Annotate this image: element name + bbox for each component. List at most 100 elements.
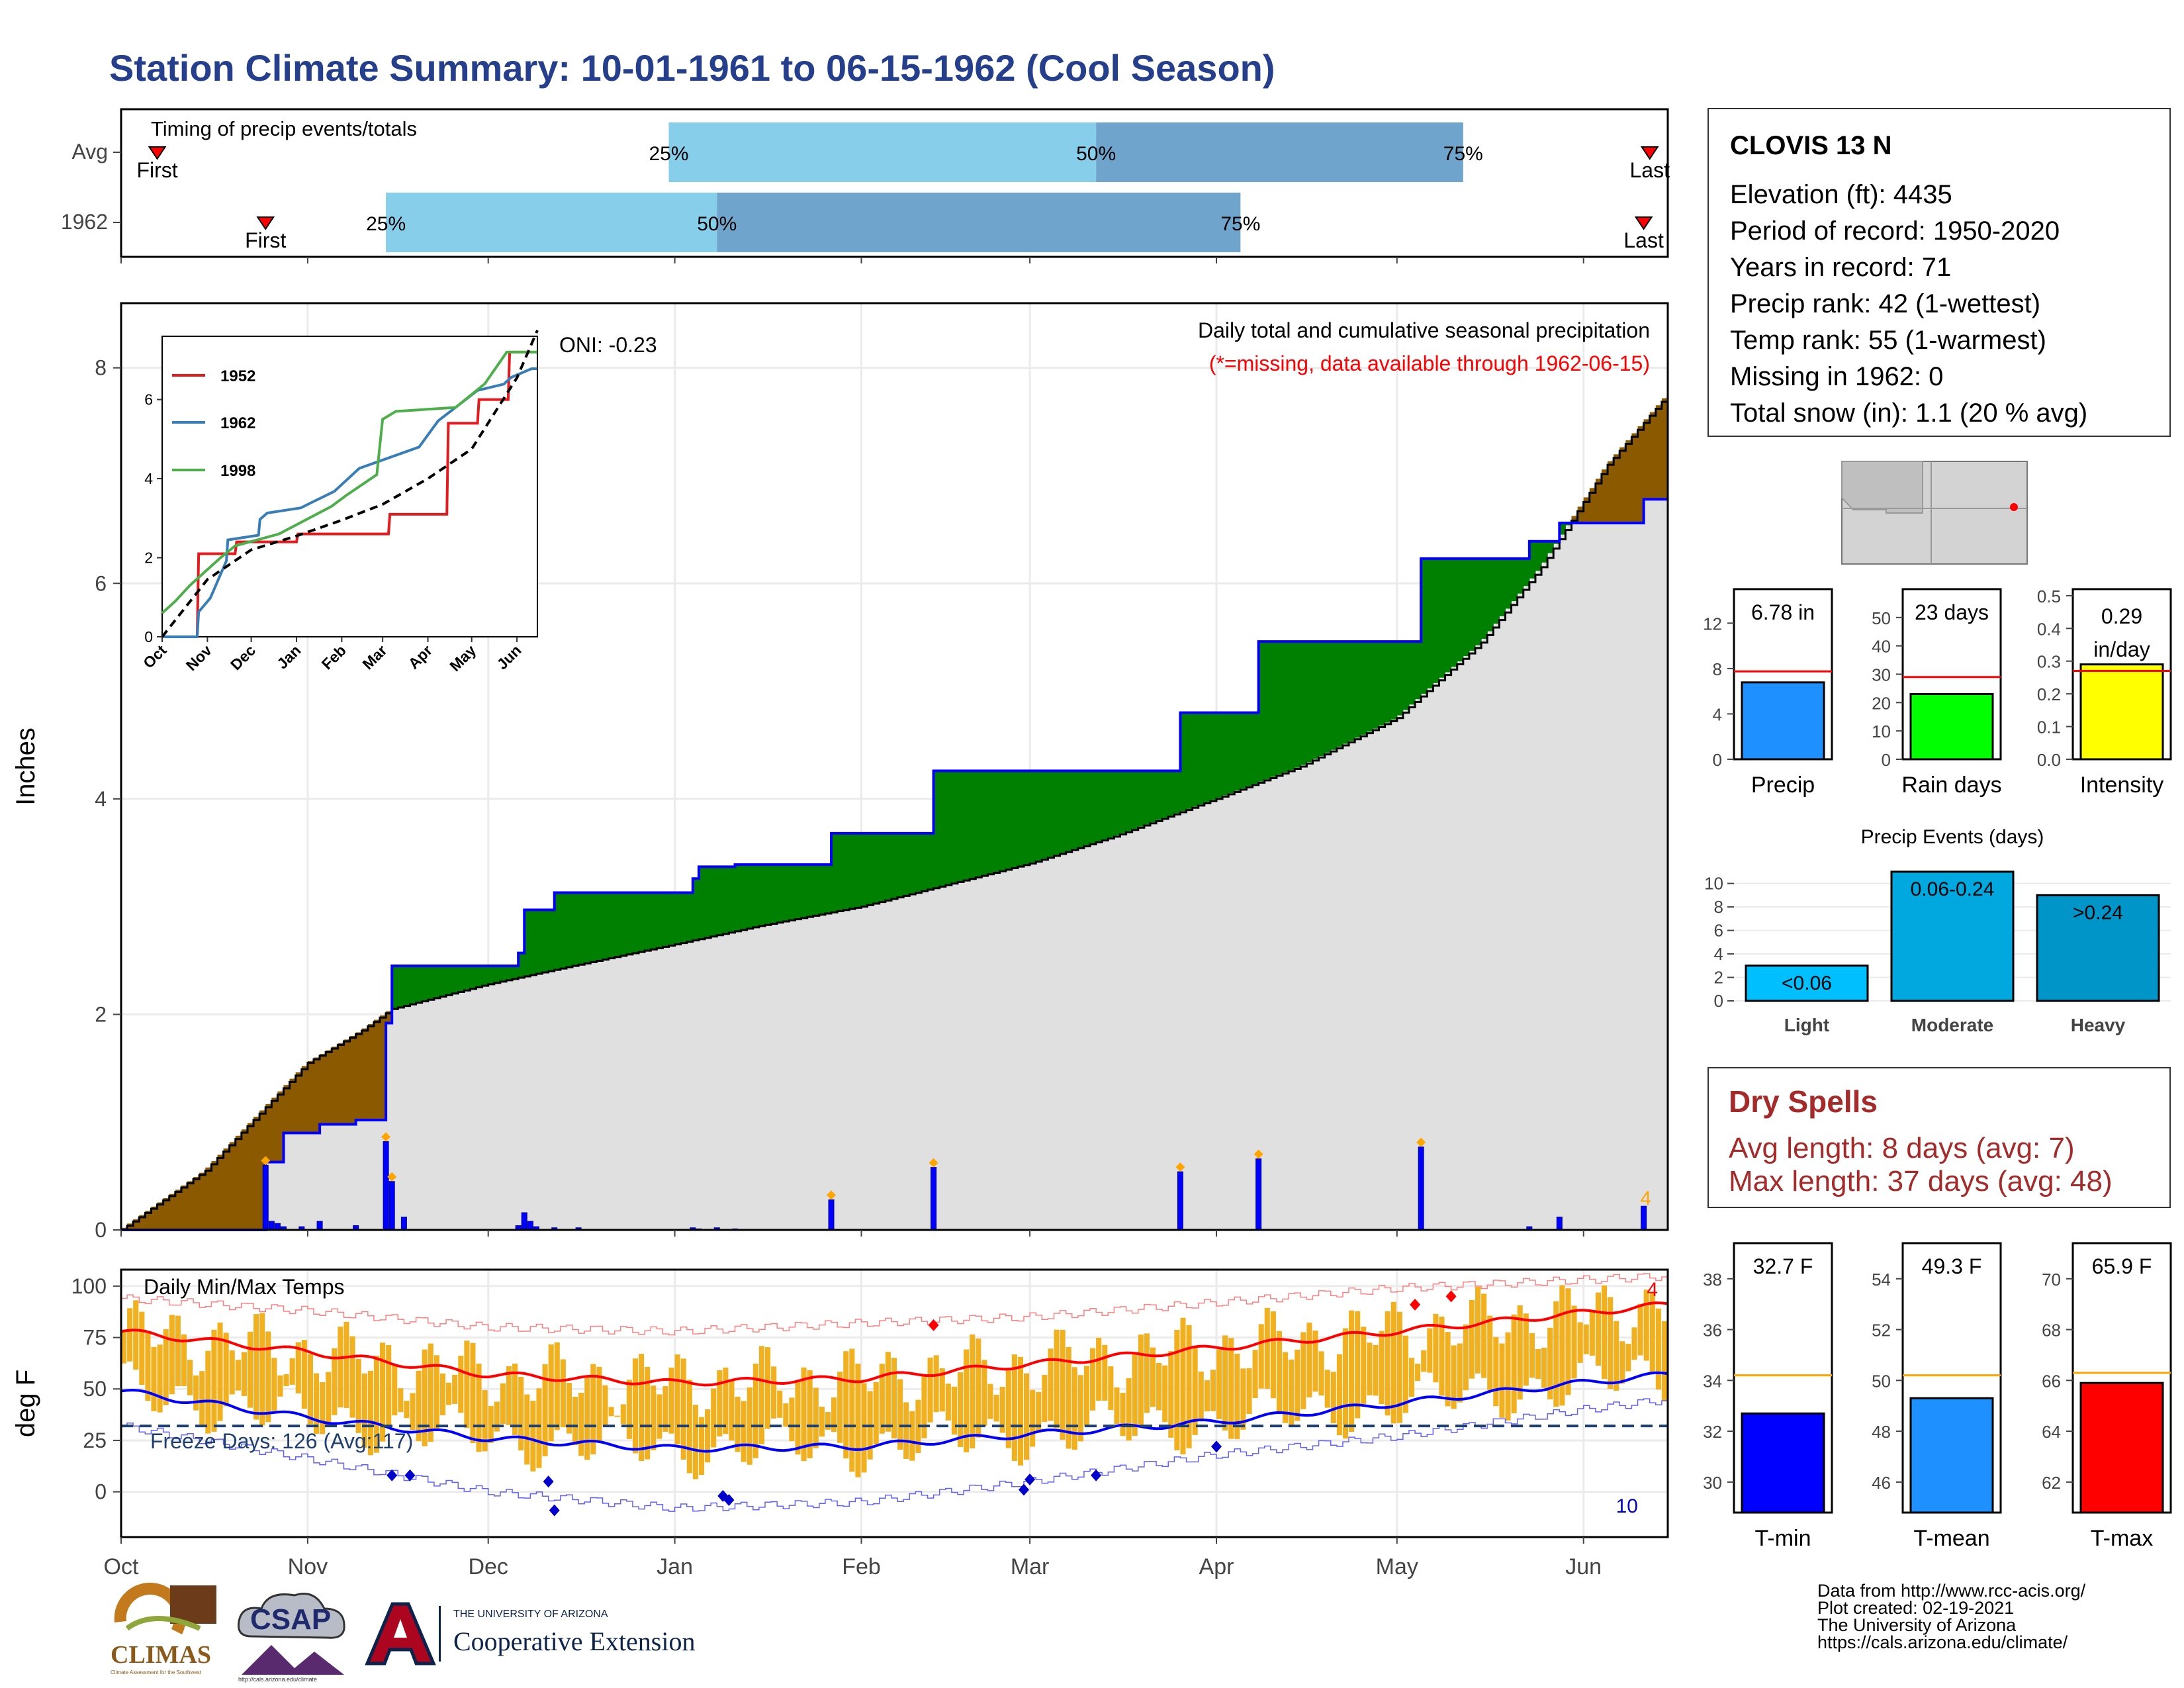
temp-daily-range-bar	[253, 1314, 259, 1420]
temp-daily-range-bar	[1625, 1344, 1631, 1372]
precip-surplus-fill	[1402, 641, 1410, 710]
temp-daily-range-bar	[801, 1367, 807, 1462]
temp-daily-range-bar	[1324, 1370, 1330, 1408]
precip-surplus-fill	[933, 771, 940, 888]
temp-daily-range-bar	[873, 1382, 879, 1444]
season-rain-days-value-label: 23 days	[1915, 600, 1989, 624]
temp-daily-range-bar	[1252, 1350, 1258, 1399]
temp-total-t-mean-panel: 46 48 50 52 54 49.3 F T-mean	[1872, 1242, 2002, 1551]
precip-surplus-fill	[476, 966, 483, 987]
temp-daily-range-bar	[1228, 1338, 1234, 1439]
timing-label-75: 75%	[1220, 213, 1260, 235]
precip-surplus-fill	[771, 865, 778, 923]
precip-1962-cumulative-line	[121, 498, 1668, 1231]
temp-daily-range-bar	[560, 1359, 566, 1428]
timing-label-25: 25%	[366, 213, 406, 235]
precip-deficit-fill	[253, 1117, 260, 1230]
precip-subtitle: Daily total and cumulative seasonal prec…	[1198, 318, 1650, 342]
season-precip-bar	[1741, 681, 1825, 761]
temp-daily-range-bar	[1451, 1345, 1457, 1409]
temp-daily-range-bar	[964, 1349, 970, 1452]
timing-last-label: Last	[1629, 158, 1670, 182]
temp-daily-range-bar	[283, 1374, 289, 1387]
precip-surplus-fill	[1132, 771, 1139, 829]
temp-daily-range-bar	[548, 1344, 554, 1442]
temp-x-tick-label: May	[1376, 1554, 1418, 1579]
season-intensity-category-label: Intensity	[2080, 773, 2164, 798]
temp-daily-range-bar	[596, 1366, 602, 1442]
temp-daily-range-bar	[259, 1313, 265, 1426]
temp-daily-range-bar	[482, 1390, 488, 1452]
temp-daily-range-bar	[771, 1366, 777, 1419]
precip-surplus-fill	[470, 966, 477, 988]
temp-daily-range-bar	[1300, 1332, 1306, 1409]
temp-daily-range-bar	[1144, 1333, 1150, 1413]
temp-daily-range-bar	[361, 1373, 367, 1448]
temp-daily-range-bar	[1511, 1314, 1517, 1414]
season-intensity-value-unit: in/day	[2093, 637, 2150, 661]
temp-daily-range-bar	[320, 1382, 326, 1434]
precip-events-bar	[1890, 870, 2015, 1002]
precip-surplus-fill	[668, 892, 676, 945]
temp-daily-range-bar	[326, 1372, 332, 1427]
precip-daily-bar	[400, 1216, 407, 1231]
temp-x-tick-label: Nov	[288, 1554, 328, 1579]
precip-surplus-fill	[1258, 641, 1265, 782]
temp-daily-range-bar	[1415, 1364, 1421, 1382]
precip-deficit-fill	[241, 1129, 248, 1230]
timing-label-75: 75%	[1443, 143, 1483, 165]
precip-daily-bar	[1556, 1216, 1563, 1231]
precip-events-y-tick-label: 4	[1714, 944, 1723, 964]
precip-y-tick-label: 8	[95, 356, 107, 380]
temp-daily-range-bar	[1402, 1335, 1408, 1413]
temp-daily-range-bar	[343, 1321, 349, 1408]
precip-surplus-fill	[1138, 771, 1145, 827]
precip-surplus-fill	[1180, 712, 1187, 812]
precip-surplus-fill	[1523, 558, 1530, 586]
precip-deficit-fill	[349, 1035, 357, 1125]
precip-surplus-fill	[1439, 558, 1446, 678]
csap-logo-url: http://cals.arizona.edu/climate	[238, 1676, 318, 1683]
temp-total-t-min-panel: 30 32 34 36 38 32.7 F T-min	[1703, 1242, 1833, 1551]
temp-daily-range-bar	[1234, 1353, 1240, 1439]
precip-deficit-fill	[229, 1142, 236, 1230]
temp-daily-range-bar	[439, 1373, 446, 1415]
season-precip-y-tick-label: 0	[1713, 750, 1722, 770]
precip-surplus-fill	[506, 966, 513, 980]
temp-daily-range-bar	[235, 1360, 241, 1391]
season-intensity-y-tick-label: 0.0	[2037, 750, 2061, 770]
precip-surplus-fill	[1421, 558, 1428, 694]
temp-y-tick-label: 50	[83, 1377, 107, 1401]
precip-event-marker	[1175, 1162, 1185, 1172]
precip-surplus-fill	[1048, 771, 1055, 857]
temp-record-high-point	[1445, 1290, 1457, 1303]
temp-record-low-point	[387, 1469, 398, 1481]
temp-daily-range-bar	[1427, 1328, 1433, 1373]
temp-total-t-min-y-tick-label: 36	[1703, 1321, 1722, 1340]
temp-total-t-max-value-label: 65.9 F	[2092, 1254, 2152, 1278]
temp-y-tick-label: 25	[83, 1429, 107, 1452]
precip-surplus-fill	[542, 910, 549, 972]
precip-surplus-fill	[717, 867, 723, 935]
precip-deficit-fill	[235, 1135, 242, 1230]
precip-surplus-fill	[1295, 641, 1301, 768]
temp-daily-range-bar	[645, 1367, 651, 1460]
temp-daily-range-bar	[1559, 1285, 1565, 1406]
station-missing: Missing in 1962: 0	[1730, 362, 1944, 391]
precip-surplus-fill	[1240, 712, 1248, 789]
precip-deficit-fill	[157, 1202, 164, 1230]
timing-last-marker	[1640, 146, 1659, 160]
precip-surplus-fill	[1451, 558, 1458, 667]
precip-surplus-fill	[1457, 558, 1464, 662]
precip-surplus-fill	[1408, 641, 1416, 705]
precip-surplus-fill	[439, 966, 447, 996]
precip-deficit-fill	[265, 1103, 272, 1162]
precip-surplus-fill	[1210, 712, 1217, 800]
temp-daily-range-bar	[945, 1383, 951, 1421]
precip-surplus-fill	[1030, 771, 1036, 863]
precip-events-bar	[1745, 964, 1869, 1002]
temp-daily-range-bar	[187, 1360, 193, 1395]
temp-daily-range-bar	[338, 1327, 343, 1408]
temp-daily-range-bar	[1571, 1305, 1577, 1379]
temp-daily-range-bar	[639, 1354, 645, 1462]
